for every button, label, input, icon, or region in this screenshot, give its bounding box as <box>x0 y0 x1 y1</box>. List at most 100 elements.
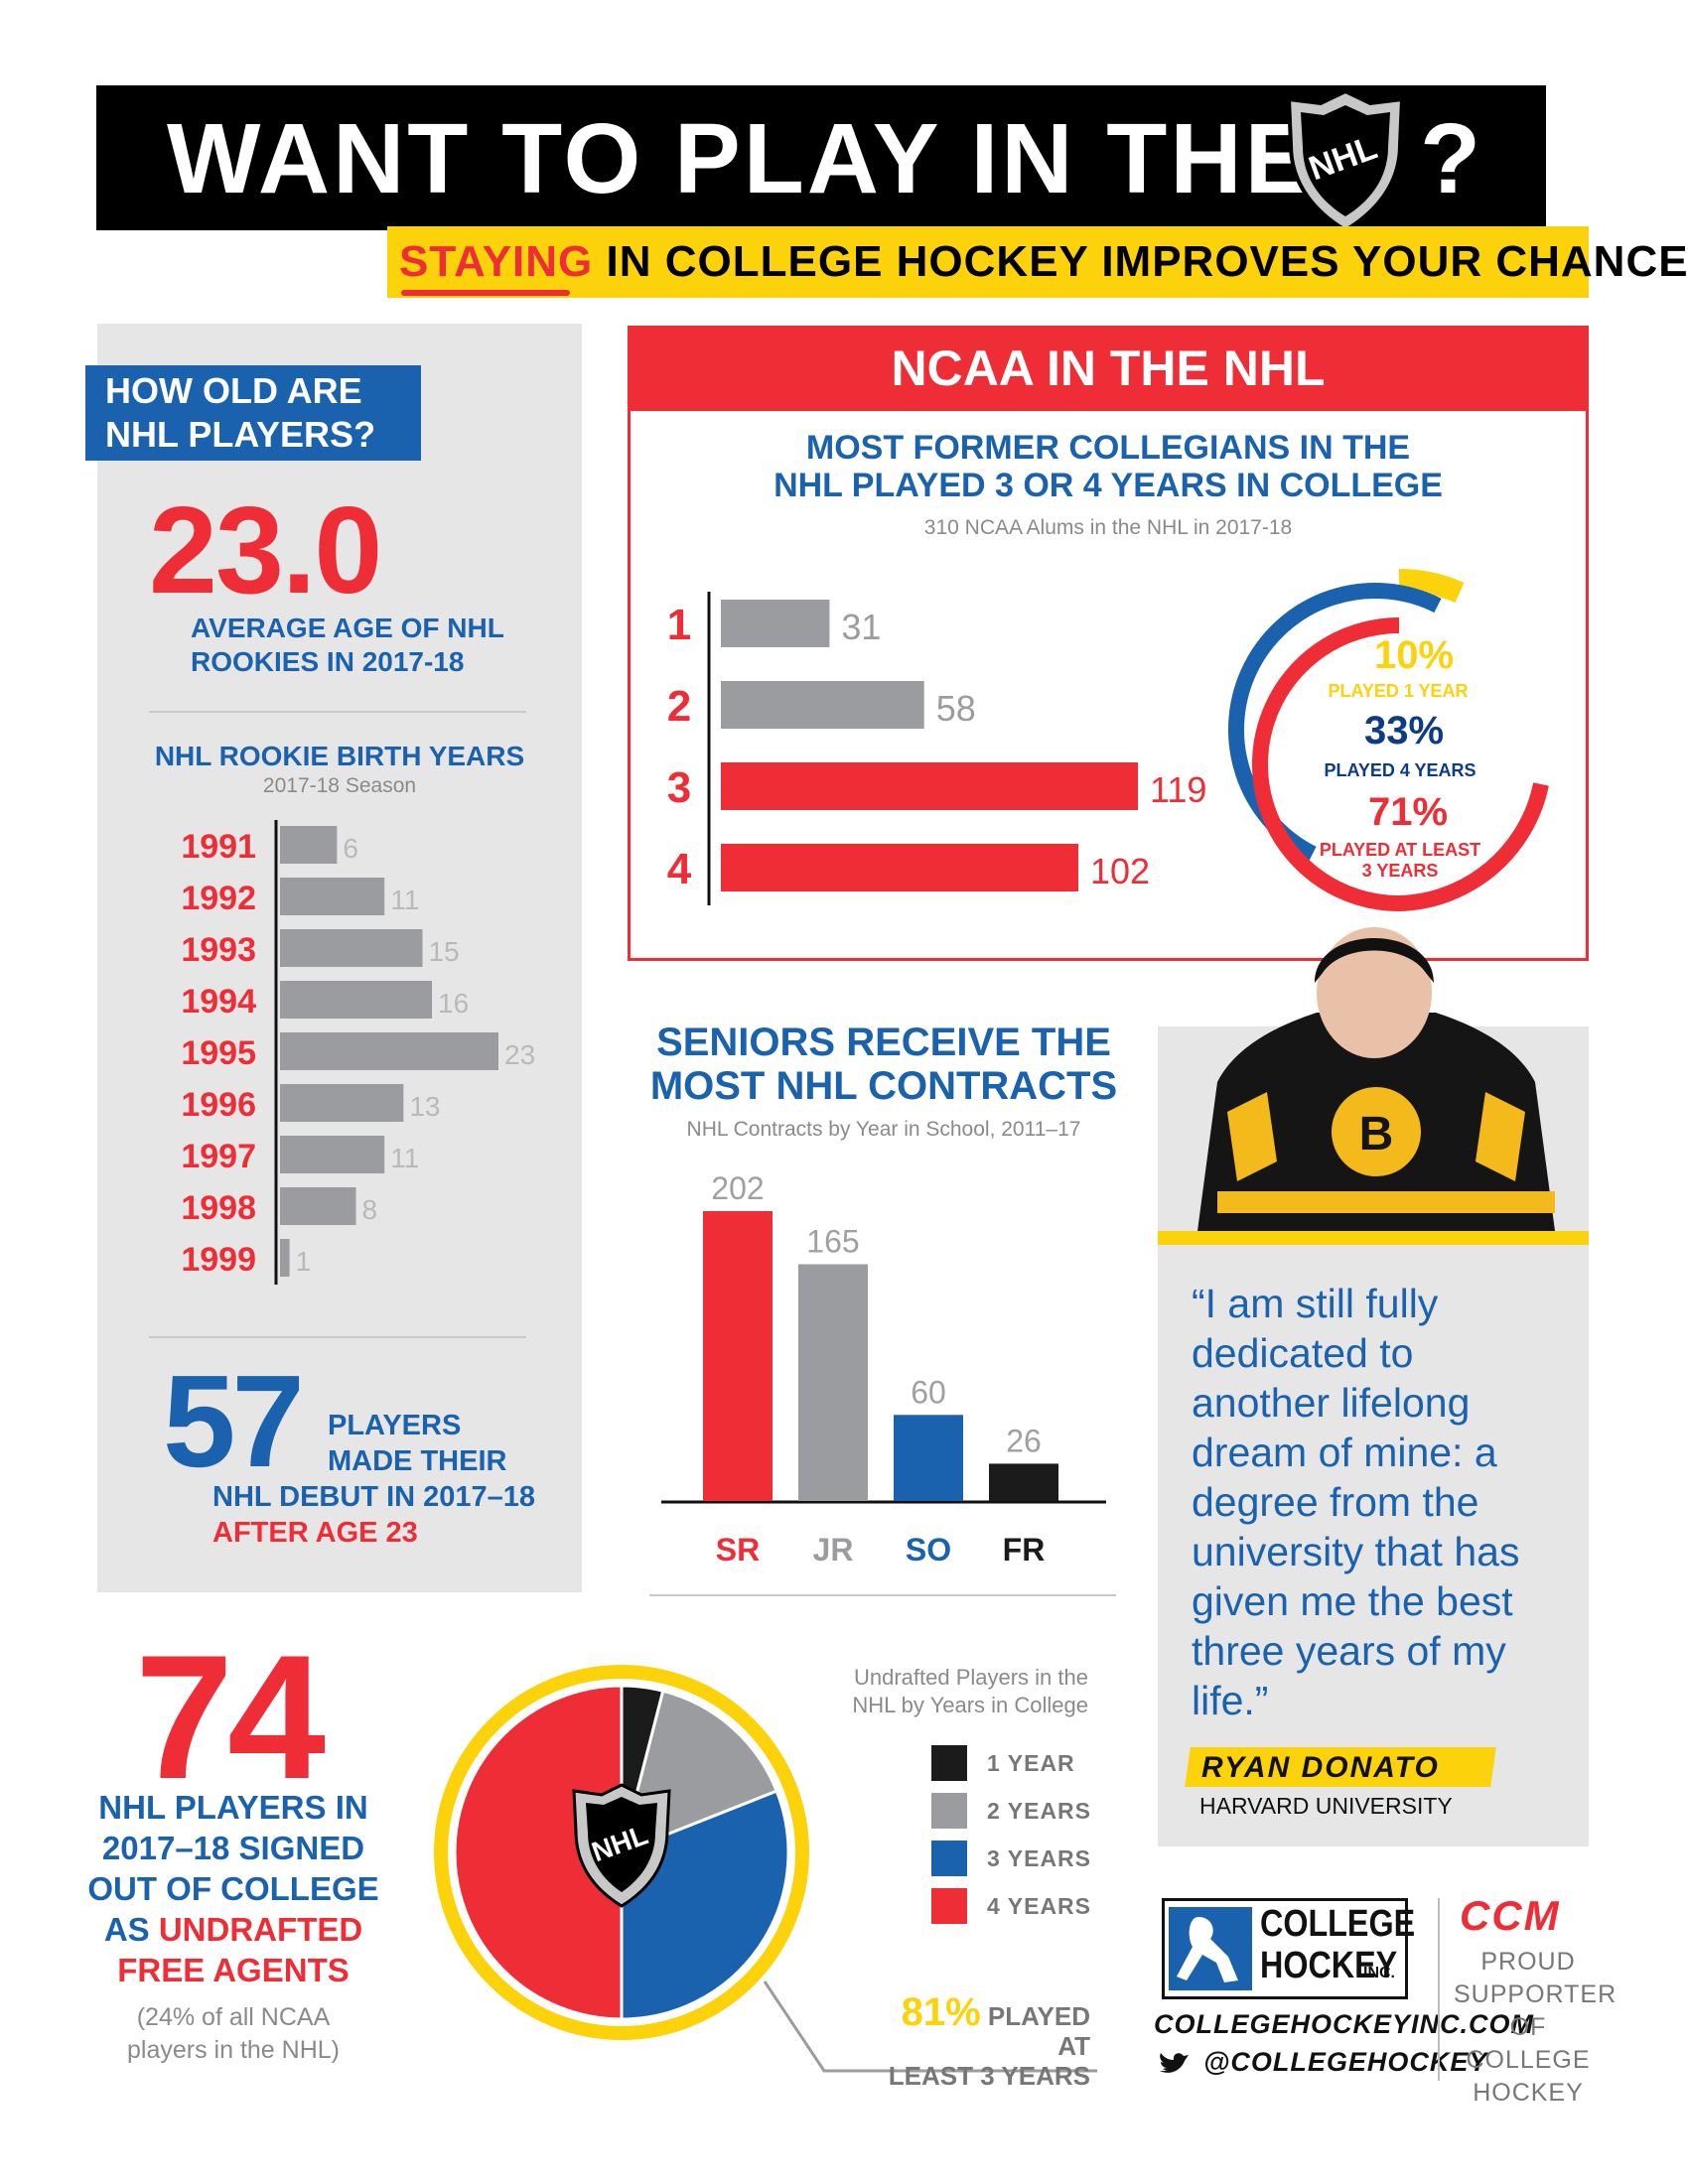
birth-value-label: 1 <box>296 1246 312 1277</box>
website-link[interactable]: COLLEGEHOCKEYINC.COM <box>1154 2009 1535 2039</box>
debut-line4: AFTER AGE 23 <box>212 1517 418 1549</box>
divider <box>149 711 526 713</box>
ring-pct1: 10% <box>1374 633 1455 677</box>
pie-nhl-shield-icon: NHL <box>572 1783 671 1908</box>
header-title: WANT TO PLAY IN THE <box>167 103 1315 214</box>
undrafted-line5: FREE AGENTS <box>117 1952 350 1988</box>
quote-school: HARVARD UNIVERSITY <box>1199 1793 1453 1819</box>
ring-label1: PLAYED 1 YEAR <box>1328 681 1469 701</box>
ring-label3-line1: PLAYED AT LEAST <box>1319 840 1481 860</box>
birth-bar <box>280 1136 385 1173</box>
contracts-bar <box>894 1415 963 1501</box>
org-line2: HOCKEY <box>1260 1945 1398 1986</box>
twitter-icon <box>1158 2049 1192 2079</box>
quote-text: “I am still fully dedicated to another l… <box>1192 1281 1520 1723</box>
birth-bar <box>280 878 385 915</box>
ncaa-year-label: 4 <box>667 845 692 893</box>
sponsor-line4: HOCKEY <box>1473 2079 1584 2107</box>
hockey-player-icon <box>1169 1907 1252 1990</box>
ring-label3: PLAYED AT LEAST 3 YEARS <box>1301 840 1499 882</box>
average-caption-line2: ROOKIES IN 2017-18 <box>191 646 465 677</box>
ncaa-bar <box>721 844 1078 891</box>
twitter-handle[interactable]: @COLLEGEHOCKEY <box>1203 2047 1488 2077</box>
footer-divider <box>1438 1898 1440 2081</box>
pie-shield-inner <box>586 1797 657 1892</box>
contracts-value-label: 165 <box>806 1223 859 1259</box>
contracts-category-label: SO <box>906 1532 951 1568</box>
note-line1: (24% of all NCAA <box>136 2003 331 2031</box>
college-hockey-logo: COLLEGE HOCKEY INC. <box>1162 1898 1415 1999</box>
pie-outer-ring <box>434 1665 809 2040</box>
average-age-caption: AVERAGE AGE OF NHL ROOKIES IN 2017-18 <box>191 612 504 679</box>
sponsor-line3: OF COLLEGE <box>1466 2013 1591 2074</box>
pie-title-line1: Undrafted Players in the <box>853 1665 1088 1690</box>
contracts-bar <box>798 1264 868 1501</box>
birth-years-chart: 1991 6 1992 11 1993 15 1994 16 1995 23 1996 13 1997 1… <box>181 820 535 1285</box>
sponsor-line1: PROUD <box>1480 1948 1576 1976</box>
debut-caption-a: PLAYERS MADE THEIR <box>328 1408 506 1479</box>
org-line1: COLLEGE <box>1260 1903 1416 1945</box>
ncaa-ring-chart <box>1228 569 1549 912</box>
sponsor-line2: SUPPORTER <box>1454 1980 1618 2008</box>
ncaa-chart-title: MOST FORMER COLLEGIANS IN THE NHL PLAYED… <box>628 429 1589 504</box>
pie-legend-swatch <box>931 1841 967 1876</box>
divider <box>649 1594 1116 1596</box>
pie-title-line2: NHL by Years in College <box>852 1693 1088 1717</box>
ring-yellow-arc <box>1398 569 1465 604</box>
birth-year-label: 1999 <box>181 1241 256 1279</box>
debut-line3: NHL DEBUT IN 2017–18 <box>212 1481 536 1513</box>
contracts-subtitle: NHL Contracts by Year in School, 2011–17 <box>686 1118 1081 1141</box>
undrafted-line4-a: AS <box>103 1911 150 1948</box>
ncaa-bar <box>721 600 830 647</box>
birth-value-label: 16 <box>438 988 469 1019</box>
birth-value-label: 6 <box>343 833 358 864</box>
contracts-value-label: 26 <box>1006 1423 1042 1458</box>
pie-legend-label: 4 YEARS <box>987 1892 1092 1919</box>
ncaa-value-label: 119 <box>1150 769 1206 810</box>
birth-years-title: NHL ROOKIE BIRTH YEARS <box>154 741 525 771</box>
average-age-number: 23.0 <box>149 482 382 619</box>
debut-line2: MADE THEIR <box>328 1445 507 1477</box>
birth-year-label: 1996 <box>181 1086 256 1124</box>
contracts-category-label: SR <box>716 1532 760 1568</box>
divider <box>149 1336 526 1338</box>
ring-pct2: 33% <box>1364 709 1445 752</box>
contracts-chart: 202 SR 165 JR 60 SO 26 FR <box>661 1170 1106 1568</box>
note-line2: players in the NHL) <box>127 2036 340 2064</box>
header-question-mark: ? <box>1420 103 1481 214</box>
player-photo: B <box>1158 903 1589 1231</box>
ring-red-arc <box>1251 617 1549 912</box>
callout-line <box>763 1980 1097 2073</box>
quote-name: RYAN DONATO <box>1201 1751 1440 1784</box>
ring-label2: PLAYED 4 YEARS <box>1324 760 1477 780</box>
undrafted-line2: 2017–18 SIGNED <box>101 1830 365 1866</box>
subtitle-text: STAYING IN COLLEGE HOCKEY IMPROVES YOUR … <box>399 234 1688 290</box>
subtitle-underline <box>401 290 570 296</box>
pie-legend: 1 YEAR 2 YEARS 3 YEARS 4 YEARS <box>931 1739 1130 1930</box>
birth-bar <box>280 1239 290 1277</box>
ncaa-chart-subtitle: 310 NCAA Alums in the NHL in 2017-18 <box>923 516 1293 539</box>
contracts-category-label: FR <box>1003 1532 1046 1568</box>
debut-number: 57 <box>163 1348 305 1494</box>
ncaa-banner: NCAA IN THE NHL <box>628 326 1589 411</box>
contracts-title: SENIORS RECEIVE THE MOST NHL CONTRACTS <box>635 1021 1132 1108</box>
contracts-bar <box>703 1211 773 1501</box>
ncaa-value-label: 58 <box>936 688 976 729</box>
ncaa-years-chart: 1 31 2 58 3 119 4 102 <box>667 592 1206 905</box>
callout-line1: PLAYED AT <box>987 2001 1090 2061</box>
ncaa-title-line1: MOST FORMER COLLEGIANS IN THE <box>805 429 1411 467</box>
ncaa-value-label: 102 <box>1090 851 1150 891</box>
age-heading-line2: NHL PLAYERS? <box>105 414 376 455</box>
pie-legend-label: 2 YEARS <box>987 1797 1092 1824</box>
ncaa-value-label: 31 <box>841 607 881 647</box>
svg-text:B: B <box>1359 1108 1394 1160</box>
ccm-logo: CCM <box>1460 1892 1561 1939</box>
age-heading-line1: HOW OLD ARE <box>105 370 362 411</box>
pie-legend-item: 1 YEAR <box>931 1739 1130 1787</box>
ncaa-bar <box>721 762 1138 810</box>
ring-label3-line2: 3 YEARS <box>1361 861 1439 881</box>
undrafted-number: 74 <box>135 1618 326 1816</box>
birth-year-label: 1994 <box>181 983 256 1021</box>
subtitle-highlight-word: STAYING <box>399 237 594 286</box>
undrafted-line1: NHL PLAYERS IN <box>98 1789 368 1826</box>
